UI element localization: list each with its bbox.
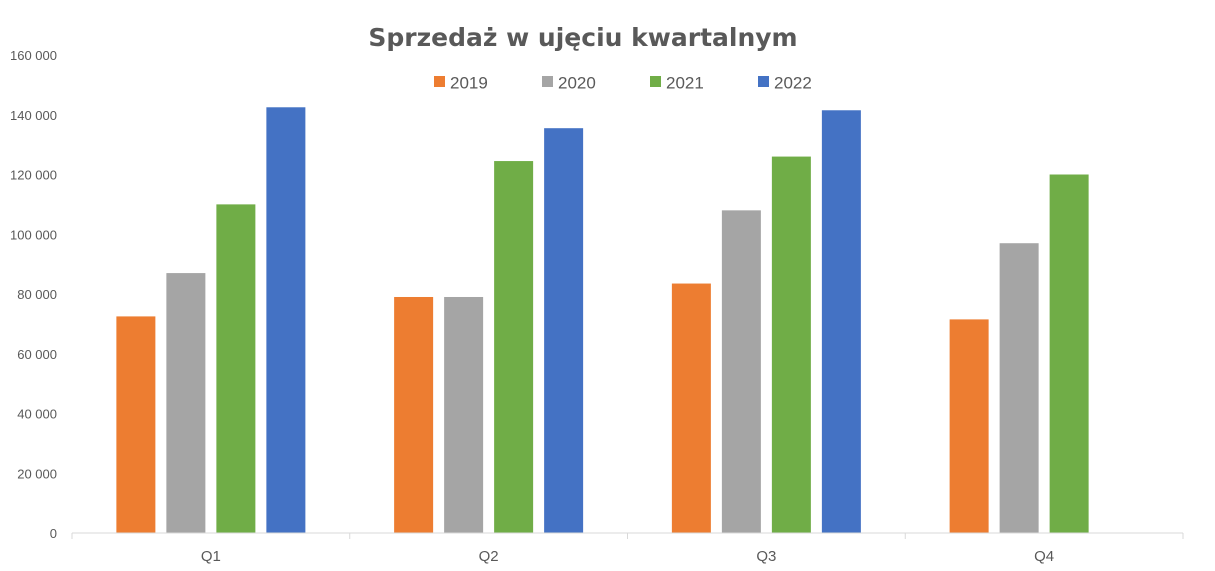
- legend: 2019 2020 2021 2022: [434, 74, 812, 93]
- bar-q3-2022: [821, 110, 861, 534]
- legend-label-2022: 2022: [774, 74, 812, 93]
- y-tick-label: 160 000: [10, 48, 57, 63]
- bar-q3-2019: [671, 283, 711, 533]
- y-tick-label: 140 000: [10, 108, 57, 123]
- y-tick-label: 120 000: [10, 168, 57, 183]
- legend-label-2020: 2020: [558, 74, 596, 93]
- x-category-label: Q1: [201, 548, 221, 565]
- legend-swatch-2022: [758, 76, 769, 87]
- bars: [116, 107, 1089, 534]
- bar-q4-2019: [949, 319, 989, 533]
- legend-label-2021: 2021: [666, 74, 704, 93]
- bar-q1-2022: [266, 107, 306, 533]
- y-axis: 0 20 000 40 000 60 000 80 000 100 000 120 000 1…: [10, 48, 57, 541]
- legend-swatch-2020: [542, 76, 553, 87]
- x-category-label: Q2: [479, 548, 499, 565]
- bar-q4-2020: [999, 243, 1039, 533]
- bar-q2-2021: [494, 161, 534, 533]
- bar-q1-2021: [216, 204, 256, 533]
- bar-q3-2021: [771, 156, 811, 533]
- bar-q2-2022: [544, 128, 584, 533]
- x-category-label: Q4: [1034, 548, 1054, 565]
- y-tick-label: 0: [50, 526, 57, 541]
- legend-label-2019: 2019: [450, 74, 488, 93]
- legend-swatch-2021: [650, 76, 661, 87]
- y-tick-label: 20 000: [17, 466, 57, 481]
- bar-q1-2020: [166, 273, 206, 533]
- y-tick-label: 60 000: [17, 347, 57, 362]
- y-tick-label: 80 000: [17, 287, 57, 302]
- x-axis: Q1 Q2 Q3 Q4: [71, 532, 1184, 565]
- bar-q3-2020: [721, 210, 761, 533]
- bar-q2-2020: [444, 296, 484, 533]
- x-category-label: Q3: [756, 548, 776, 565]
- chart-title: Sprzedaż w ujęciu kwartalnym: [368, 23, 797, 52]
- y-tick-label: 100 000: [10, 227, 57, 242]
- bar-q2-2019: [394, 296, 434, 533]
- bar-q4-2021: [1049, 174, 1089, 533]
- legend-swatch-2019: [434, 76, 445, 87]
- y-tick-label: 40 000: [17, 407, 57, 422]
- bar-q1-2019: [116, 316, 156, 533]
